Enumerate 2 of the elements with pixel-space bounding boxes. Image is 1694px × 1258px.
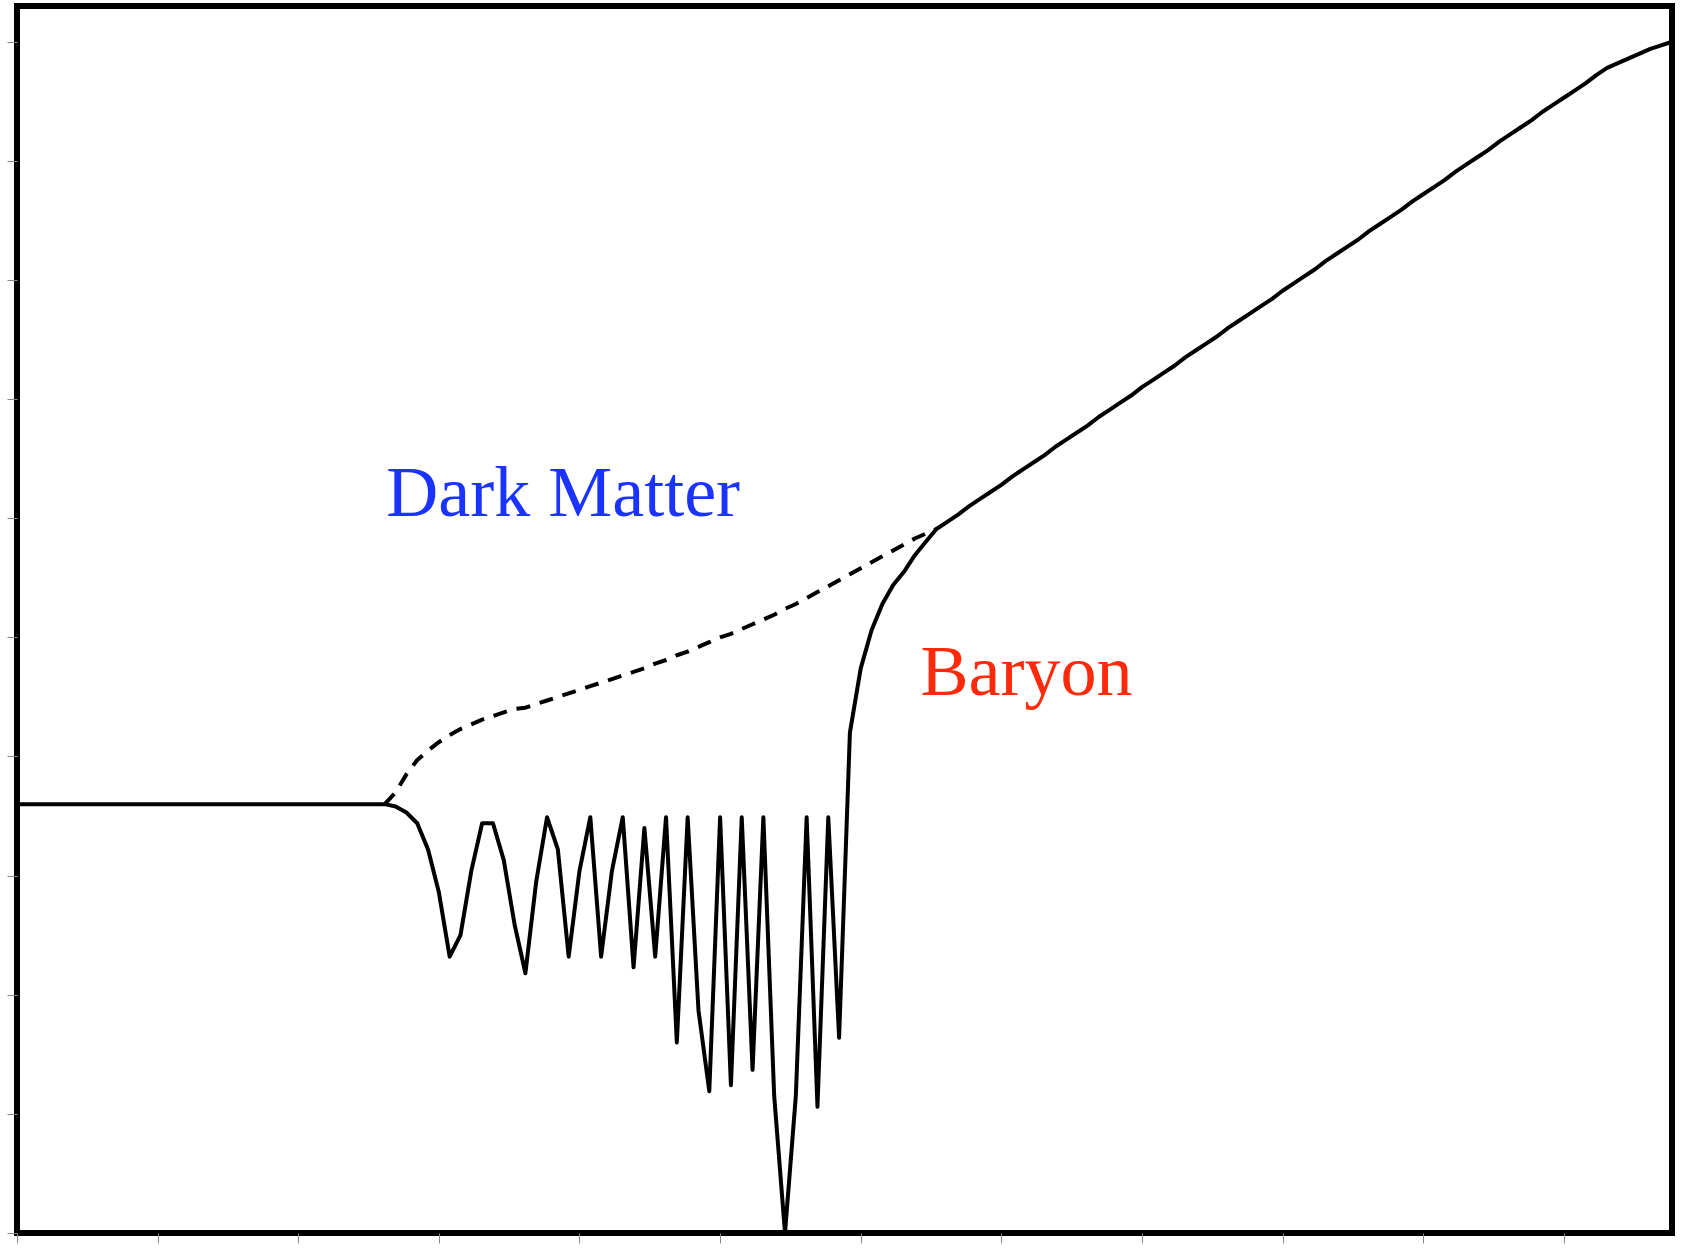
series-label: Baryon: [920, 631, 1133, 712]
series-label: Dark Matter: [386, 452, 741, 533]
